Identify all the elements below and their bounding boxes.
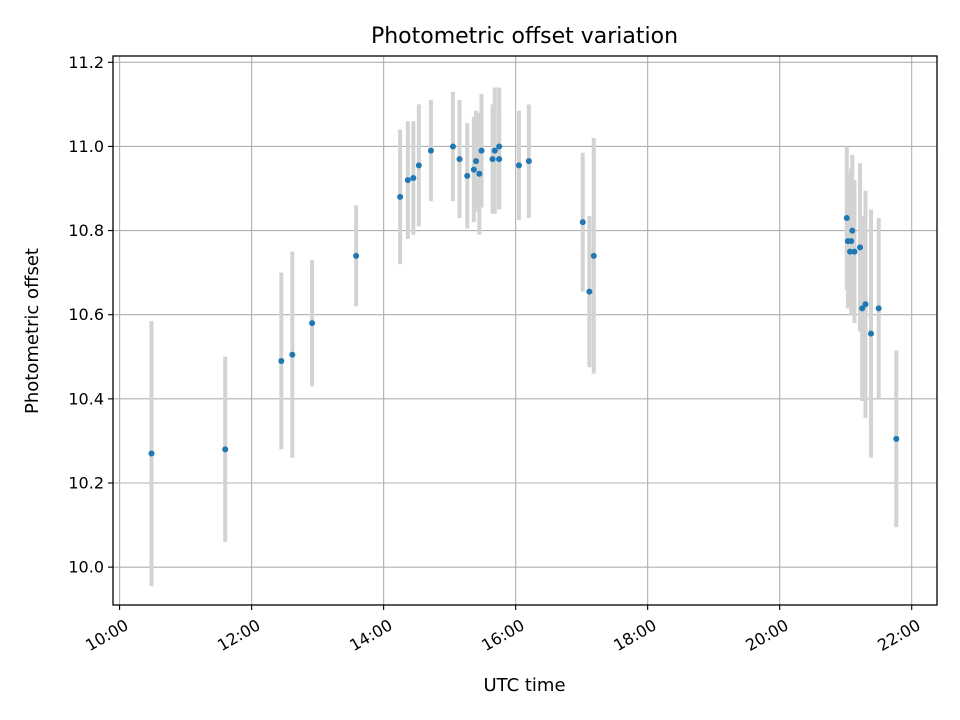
x-axis-label: UTC time [483,675,565,696]
data-points [148,143,900,457]
y-tick-label: 11.0 [68,137,104,156]
grid-lines [113,56,937,605]
data-point [148,450,155,457]
data-point [849,227,856,234]
y-tick-label: 10.2 [68,474,104,493]
data-point [851,248,858,255]
data-point [410,175,417,181]
data-point [867,330,874,337]
y-tick-label: 10.8 [68,221,104,240]
data-point [843,214,850,221]
y-tick-label: 10.4 [68,389,104,408]
data-point [489,156,496,163]
y-axis-label: Photometric offset [22,248,43,414]
data-point [427,147,434,154]
data-point [222,446,229,453]
data-point [404,177,411,184]
data-point [456,156,463,163]
data-point [473,158,480,165]
data-point [397,193,404,200]
data-point [464,172,471,179]
data-point [515,162,522,169]
data-point [491,147,498,154]
y-tick-label: 11.2 [68,53,104,72]
data-point [415,162,422,169]
data-point [893,435,900,442]
data-point [847,248,854,255]
data-point [590,252,597,259]
data-point [353,252,360,259]
data-point [586,288,593,295]
y-tick-label: 10.6 [68,305,104,324]
data-point [862,301,869,308]
y-tick-label: 10.0 [68,558,104,577]
data-point [875,305,882,312]
y-axis-ticks: 10.0 10.2 10.4 10.6 10.8 11.0 11.2 [68,53,113,577]
data-point [859,305,866,312]
data-point [449,143,456,150]
data-point [848,238,855,245]
data-point [525,158,532,165]
data-point [309,320,316,327]
data-point [470,166,477,173]
data-point [478,147,485,154]
data-point [856,244,863,251]
data-point [289,351,296,358]
plot-frame [112,55,938,606]
data-point [496,143,503,150]
data-point [476,170,483,177]
chart-title: Photometric offset variation [371,24,678,49]
data-point [496,156,503,163]
data-point [579,219,586,226]
data-point [278,358,285,364]
